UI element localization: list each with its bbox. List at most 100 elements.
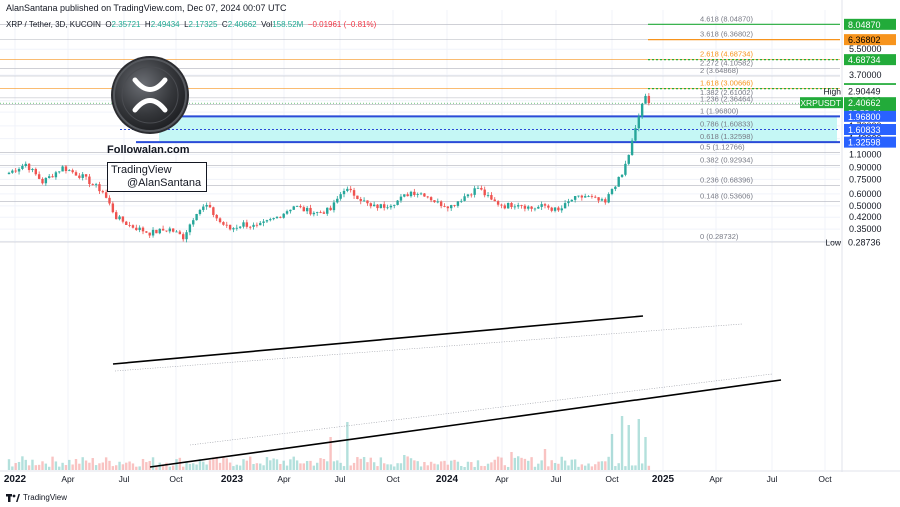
channel-upper-line[interactable] (112, 315, 644, 365)
volume-bar (272, 458, 275, 470)
fib-label: 1.618 (3.00666) (700, 79, 753, 88)
volume-bar (118, 461, 121, 470)
volume-bar (537, 463, 540, 470)
fib-label: 2.618 (4.68734) (700, 50, 753, 59)
volume-value: 158.52M (272, 20, 304, 29)
footer[interactable]: TradingView (6, 493, 67, 502)
candle-body (634, 128, 637, 141)
candle-body (376, 204, 379, 209)
volume-bar (369, 457, 372, 470)
candle-body (419, 193, 423, 195)
candle-body (121, 216, 125, 222)
candle-body (383, 204, 386, 208)
volume-bar (460, 465, 463, 470)
volume-bar (61, 462, 64, 470)
price-tag-value: 2.40662 (848, 98, 881, 108)
candle-body (389, 205, 393, 208)
candle-body (362, 200, 366, 202)
candle-body (171, 228, 175, 232)
volume-bar (443, 460, 446, 470)
x-tick-label: Apr (277, 474, 290, 484)
candle-body (91, 184, 94, 185)
x-tick-label: Apr (709, 474, 722, 484)
candle-body (58, 171, 61, 173)
x-tick-label: Apr (495, 474, 508, 484)
candle-body (604, 199, 607, 203)
volume-bars (7, 416, 651, 470)
channel-mid-line[interactable] (114, 323, 743, 372)
candle-body (530, 206, 533, 209)
candle-body (7, 172, 11, 175)
volume-bar (111, 466, 115, 470)
volume-bar (332, 461, 336, 470)
volume-bar (161, 464, 165, 470)
watermark-line2: @AlanSantana (127, 177, 202, 189)
candle-body (265, 220, 269, 222)
candle-body (108, 197, 111, 204)
candle-body (195, 213, 198, 221)
candle-body (24, 163, 27, 166)
candle-body (44, 177, 48, 184)
volume-bar (309, 460, 312, 470)
volume-bar (104, 457, 108, 470)
candle-body (255, 224, 259, 226)
volume-bar (215, 456, 218, 470)
price-tag-value: 2.90449 (848, 86, 881, 96)
volume-bar (366, 462, 369, 470)
candles (7, 93, 651, 243)
volume-bar (178, 457, 182, 470)
volume-bar (610, 434, 614, 470)
volume-bar (185, 461, 188, 470)
candle-body (138, 227, 141, 231)
candle-body (185, 232, 188, 240)
candle-body (436, 201, 439, 203)
volume-bar (473, 466, 476, 470)
x-tick-label: 2025 (652, 474, 675, 485)
candle-body (352, 190, 356, 196)
volume-bar (584, 465, 587, 470)
volume-bar (527, 460, 530, 470)
volume-bar (195, 464, 198, 470)
volume-bar (389, 464, 393, 470)
volume-bar (587, 463, 590, 470)
candle-body (305, 207, 309, 212)
volume-bar (94, 465, 98, 470)
channel-inner-line[interactable] (189, 373, 773, 446)
candle-body (101, 191, 104, 193)
candle-body (94, 184, 98, 185)
fib-label: 0.786 (1.60833) (700, 120, 753, 129)
candle-body (644, 95, 647, 104)
candle-body (141, 227, 145, 232)
volume-bar (406, 456, 409, 470)
y-tick-label: 0.42000 (849, 212, 882, 222)
volume-bar (336, 460, 339, 470)
channel-lower-line[interactable] (149, 379, 782, 468)
candle-body (84, 174, 88, 177)
volume-bar (31, 459, 34, 470)
volume-bar (540, 460, 543, 470)
trendlines[interactable] (112, 315, 782, 468)
volume-bar (51, 456, 54, 470)
candle-body (208, 204, 212, 208)
volume-bar (101, 462, 104, 470)
volume-bar (238, 465, 242, 470)
candle-body (496, 201, 500, 205)
candle-body (359, 198, 362, 201)
volume-bar (41, 461, 44, 470)
candle-body (533, 208, 537, 210)
candle-body (292, 206, 295, 210)
x-tick-label: 2023 (221, 474, 244, 485)
candle-body (416, 194, 419, 195)
y-tick-label: 0.35000 (849, 224, 882, 234)
volume-bar (466, 461, 470, 470)
change-value: −0.01961 (−0.81%) (307, 20, 377, 29)
candle-body (275, 216, 279, 219)
volume-bar (476, 460, 480, 470)
candle-body (282, 213, 285, 218)
candle-body (346, 188, 349, 191)
volume-bar (637, 419, 640, 470)
candle-body (637, 116, 640, 129)
symbol-name[interactable]: XRP / Tether, 3D, KUCOIN (6, 20, 101, 29)
candle-body (41, 178, 44, 184)
